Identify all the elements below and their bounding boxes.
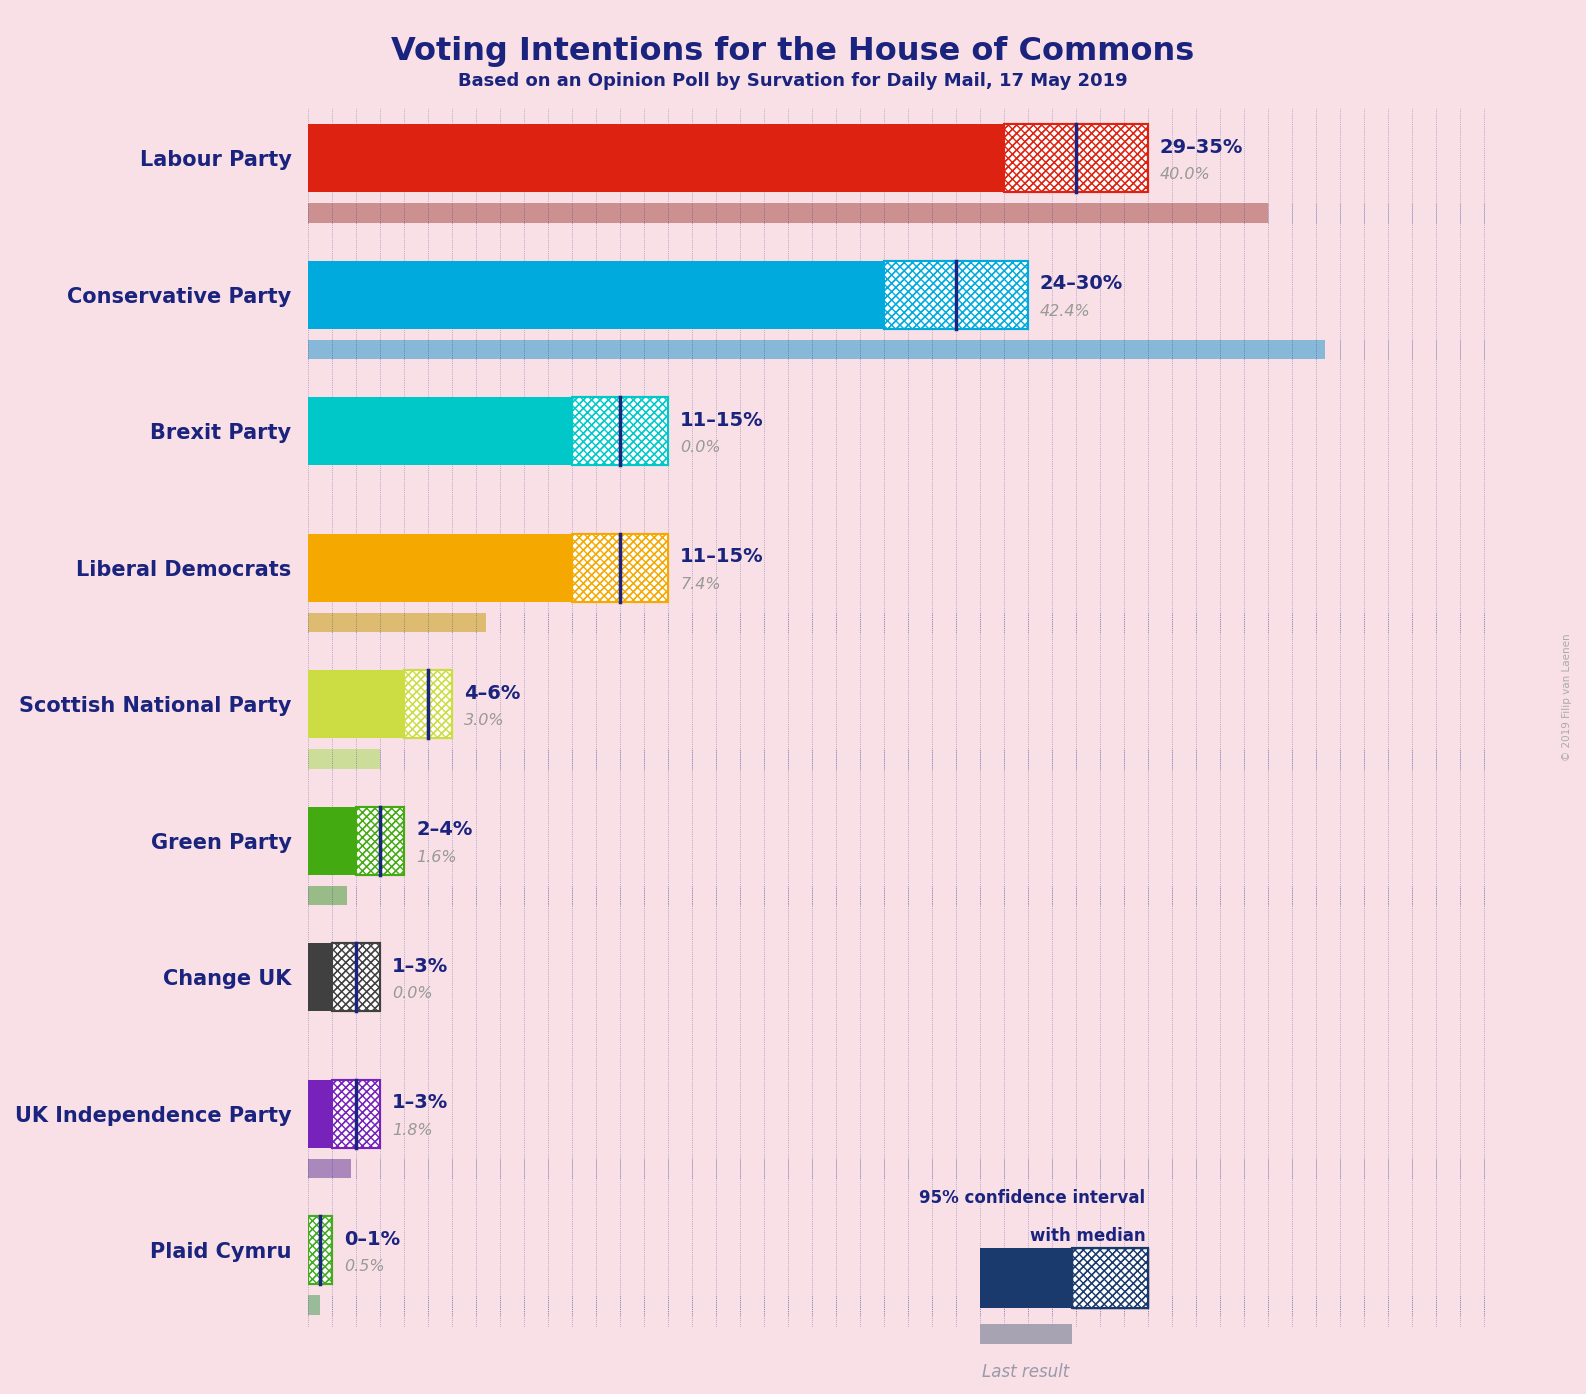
- Bar: [333, 944, 381, 1011]
- Bar: [1072, 1248, 1148, 1308]
- Bar: [980, 1324, 1072, 1344]
- Text: © 2019 Filip van Laenen: © 2019 Filip van Laenen: [1562, 633, 1572, 761]
- Bar: [333, 1080, 381, 1147]
- Text: 3.0%: 3.0%: [465, 714, 504, 728]
- Bar: [357, 807, 404, 874]
- Bar: [308, 1158, 352, 1178]
- Bar: [308, 885, 347, 905]
- Text: 1–3%: 1–3%: [392, 1093, 449, 1112]
- Bar: [357, 807, 404, 874]
- Text: 1.6%: 1.6%: [416, 850, 457, 864]
- Bar: [333, 944, 381, 1011]
- Bar: [333, 1080, 381, 1147]
- Text: 7.4%: 7.4%: [680, 577, 720, 591]
- Bar: [308, 340, 1326, 360]
- Text: with median: with median: [1029, 1227, 1145, 1245]
- Bar: [1072, 1248, 1148, 1308]
- Text: 1.8%: 1.8%: [392, 1122, 433, 1138]
- Text: 95% confidence interval: 95% confidence interval: [920, 1189, 1145, 1207]
- Bar: [308, 1217, 333, 1284]
- Bar: [308, 124, 1004, 192]
- Bar: [357, 807, 404, 874]
- Text: 11–15%: 11–15%: [680, 548, 764, 566]
- Bar: [308, 397, 573, 466]
- Bar: [308, 612, 485, 633]
- Bar: [308, 261, 883, 329]
- Text: 29–35%: 29–35%: [1159, 138, 1243, 158]
- Text: 0.0%: 0.0%: [392, 986, 433, 1001]
- Bar: [573, 397, 668, 466]
- Bar: [1004, 124, 1148, 192]
- Text: 1–3%: 1–3%: [392, 956, 449, 976]
- Bar: [308, 1217, 333, 1284]
- Bar: [404, 671, 452, 739]
- Bar: [308, 944, 333, 1011]
- Text: Last result: Last result: [982, 1363, 1069, 1381]
- Text: 0–1%: 0–1%: [344, 1230, 400, 1249]
- Text: 4–6%: 4–6%: [465, 684, 520, 703]
- Bar: [883, 261, 1028, 329]
- Bar: [308, 204, 1267, 223]
- Bar: [980, 1248, 1072, 1308]
- Bar: [308, 671, 404, 739]
- Bar: [333, 944, 381, 1011]
- Bar: [308, 1295, 320, 1315]
- Bar: [1004, 124, 1148, 192]
- Bar: [1004, 124, 1148, 192]
- Bar: [308, 749, 381, 768]
- Text: 11–15%: 11–15%: [680, 411, 764, 429]
- Text: 24–30%: 24–30%: [1040, 275, 1123, 293]
- Text: Based on an Opinion Poll by Survation for Daily Mail, 17 May 2019: Based on an Opinion Poll by Survation fo…: [458, 72, 1128, 91]
- Bar: [404, 671, 452, 739]
- Bar: [883, 261, 1028, 329]
- Bar: [573, 534, 668, 602]
- Text: 40.0%: 40.0%: [1159, 167, 1210, 183]
- Text: 0.5%: 0.5%: [344, 1259, 385, 1274]
- Bar: [308, 1080, 333, 1147]
- Bar: [573, 534, 668, 602]
- Text: 42.4%: 42.4%: [1040, 304, 1091, 319]
- Bar: [404, 671, 452, 739]
- Bar: [883, 261, 1028, 329]
- Text: 0.0%: 0.0%: [680, 441, 720, 456]
- Bar: [573, 534, 668, 602]
- Bar: [308, 1217, 333, 1284]
- Bar: [573, 397, 668, 466]
- Bar: [308, 807, 357, 874]
- Bar: [308, 534, 573, 602]
- Bar: [1072, 1248, 1148, 1308]
- Bar: [573, 397, 668, 466]
- Text: Voting Intentions for the House of Commons: Voting Intentions for the House of Commo…: [392, 36, 1194, 67]
- Bar: [333, 1080, 381, 1147]
- Text: 2–4%: 2–4%: [416, 820, 473, 839]
